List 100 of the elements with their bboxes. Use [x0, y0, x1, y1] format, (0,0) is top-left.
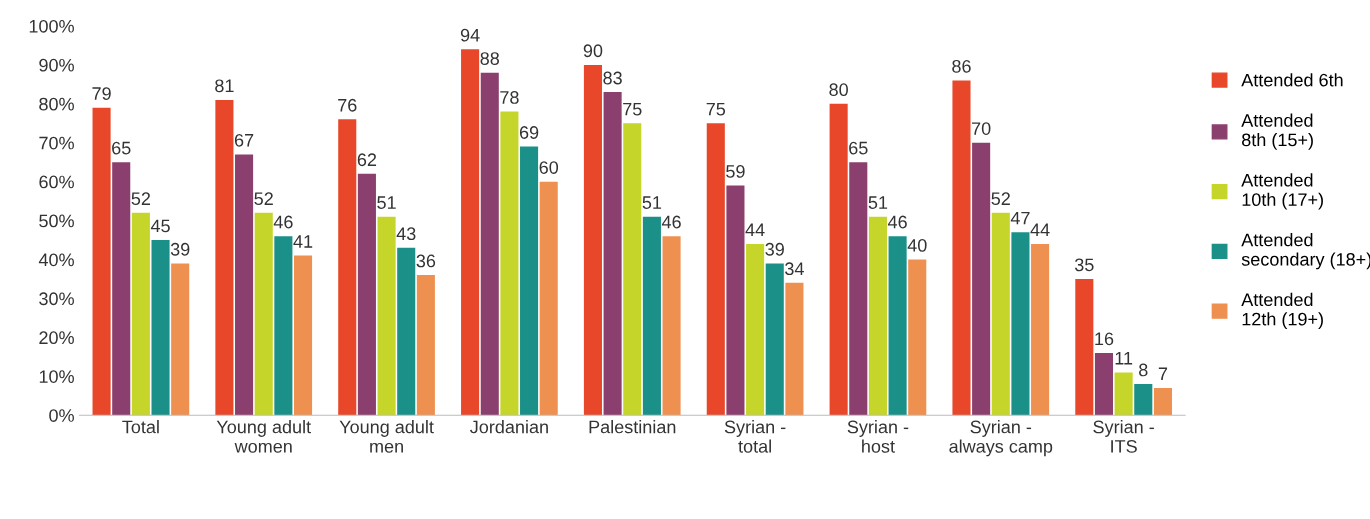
data-label: 44	[1030, 223, 1050, 237]
data-label: 94	[460, 28, 480, 42]
data-label: 36	[416, 254, 436, 268]
bar	[131, 212, 150, 416]
bar	[952, 80, 971, 416]
data-label: 51	[868, 196, 888, 209]
bar	[539, 181, 558, 416]
data-label: 69	[519, 126, 539, 139]
y-tick-label: 50%	[39, 214, 74, 228]
bar	[991, 212, 1010, 416]
bar	[785, 282, 804, 416]
data-label: 46	[273, 215, 293, 229]
data-label: 52	[131, 192, 151, 206]
data-label: 46	[661, 215, 681, 229]
bar	[151, 240, 170, 416]
bar	[357, 173, 376, 416]
data-label: 81	[215, 79, 234, 93]
bar	[726, 185, 745, 416]
bar	[746, 243, 765, 416]
x-tick-label: Syrian - total	[724, 420, 786, 453]
bar	[1075, 278, 1094, 416]
x-tick-label: Total	[122, 420, 159, 434]
data-label: 65	[112, 141, 131, 155]
data-label: 11	[1115, 352, 1133, 365]
data-label: 39	[765, 242, 784, 256]
x-tick-label: Syrian - host	[847, 420, 909, 453]
data-label: 75	[623, 102, 642, 116]
data-label: 62	[357, 153, 377, 167]
y-tick-label: 10%	[39, 370, 74, 383]
data-label: 41	[293, 235, 313, 248]
bar	[603, 92, 622, 416]
x-tick-label: Syrian - always camp	[949, 420, 1053, 457]
data-label: 51	[377, 196, 396, 209]
data-label: 76	[338, 98, 357, 112]
bar	[662, 236, 681, 416]
legend-label: Attended 12th (19+)	[1241, 292, 1323, 330]
data-label: 40	[907, 238, 927, 252]
data-label: 67	[234, 133, 254, 147]
x-tick-label: Palestinian	[589, 420, 676, 434]
bar	[888, 236, 907, 416]
data-label: 80	[829, 83, 848, 97]
bar	[293, 255, 313, 416]
data-label: 43	[396, 227, 416, 241]
bar	[829, 103, 848, 416]
data-label: 78	[500, 91, 519, 104]
bar	[377, 216, 396, 416]
bar	[583, 64, 602, 416]
bar	[416, 275, 435, 416]
data-label: 79	[92, 87, 111, 100]
data-label: 8	[1139, 363, 1148, 377]
bar	[215, 99, 234, 416]
legend-label: Attended 8th (15+)	[1241, 113, 1313, 150]
data-label: 39	[170, 242, 190, 256]
bar	[500, 111, 519, 416]
data-label: 47	[1010, 211, 1030, 225]
bar	[1011, 232, 1030, 416]
data-label: 59	[726, 165, 745, 178]
bar	[972, 142, 991, 416]
bar	[461, 49, 480, 416]
data-label: 52	[991, 192, 1010, 206]
bar	[520, 146, 539, 416]
bar	[235, 154, 254, 416]
data-label: 34	[785, 262, 804, 276]
data-label: 65	[849, 141, 868, 155]
bar	[1134, 384, 1153, 416]
data-label: 52	[254, 192, 273, 206]
bar	[1153, 387, 1172, 416]
bar	[112, 162, 131, 416]
data-label: 70	[972, 122, 991, 135]
data-label: 88	[480, 52, 500, 65]
bar	[765, 263, 784, 416]
data-label: 7	[1158, 367, 1168, 381]
bar	[338, 119, 357, 416]
y-tick-label: 100%	[29, 19, 74, 33]
bar	[706, 123, 725, 416]
x-tick-label: Young adult men	[339, 420, 434, 453]
bar	[908, 259, 927, 416]
data-label: 90	[583, 44, 603, 58]
y-tick-label: 60%	[39, 175, 74, 189]
bar	[623, 123, 642, 416]
bar	[171, 263, 190, 416]
data-label: 83	[603, 71, 622, 85]
legend-label: Attended 6th	[1241, 73, 1343, 87]
data-label: 44	[745, 223, 765, 237]
x-tick-label: Young adult women	[216, 420, 311, 453]
y-tick-label: 70%	[39, 136, 74, 150]
y-tick-label: 90%	[39, 58, 74, 72]
data-label: 46	[887, 215, 907, 229]
x-tick-label: Syrian - ITS	[1093, 420, 1154, 453]
y-tick-label: 0%	[49, 409, 74, 422]
bar	[92, 107, 111, 416]
data-label: 35	[1074, 258, 1094, 272]
data-label: 45	[150, 219, 170, 233]
legend-label: Attended 10th (17+)	[1241, 173, 1323, 210]
bar	[480, 72, 499, 416]
data-label: 16	[1095, 332, 1114, 346]
data-label: 86	[952, 59, 971, 73]
data-label: 51	[642, 196, 662, 209]
y-tick-label: 30%	[39, 292, 74, 306]
bar	[1031, 243, 1050, 416]
